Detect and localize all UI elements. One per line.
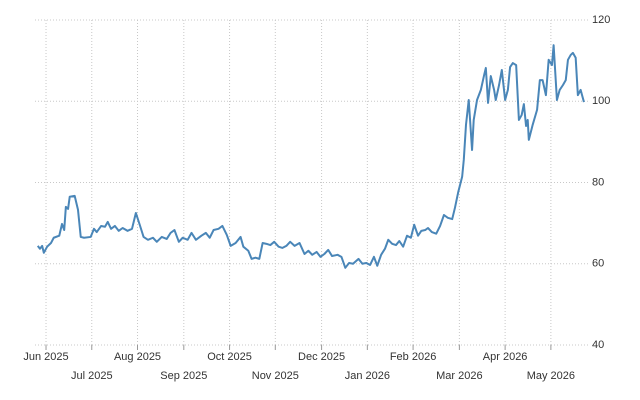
x-tick-label: May 2026 <box>527 370 575 382</box>
x-tick-label: Jun 2025 <box>23 351 68 363</box>
x-tick-label: Nov 2025 <box>252 370 299 382</box>
y-tick-label: 80 <box>592 176 604 188</box>
x-tick-label: Jan 2026 <box>345 370 390 382</box>
x-tick-label: Oct 2025 <box>207 351 252 363</box>
y-tick-label: 120 <box>592 14 610 26</box>
y-tick-label: 60 <box>592 258 604 270</box>
x-tick-label: Apr 2026 <box>483 351 528 363</box>
x-tick-label: Mar 2026 <box>436 370 482 382</box>
x-tick-label: Aug 2025 <box>114 351 161 363</box>
x-tick-label: Jul 2025 <box>71 370 113 382</box>
y-tick-label: 40 <box>592 339 604 351</box>
y-tick-label: 100 <box>592 95 610 107</box>
data-line <box>36 44 585 269</box>
x-tick-label: Sep 2025 <box>160 370 207 382</box>
x-tick-label: Dec 2025 <box>298 351 345 363</box>
x-tick-label: Feb 2026 <box>390 351 436 363</box>
